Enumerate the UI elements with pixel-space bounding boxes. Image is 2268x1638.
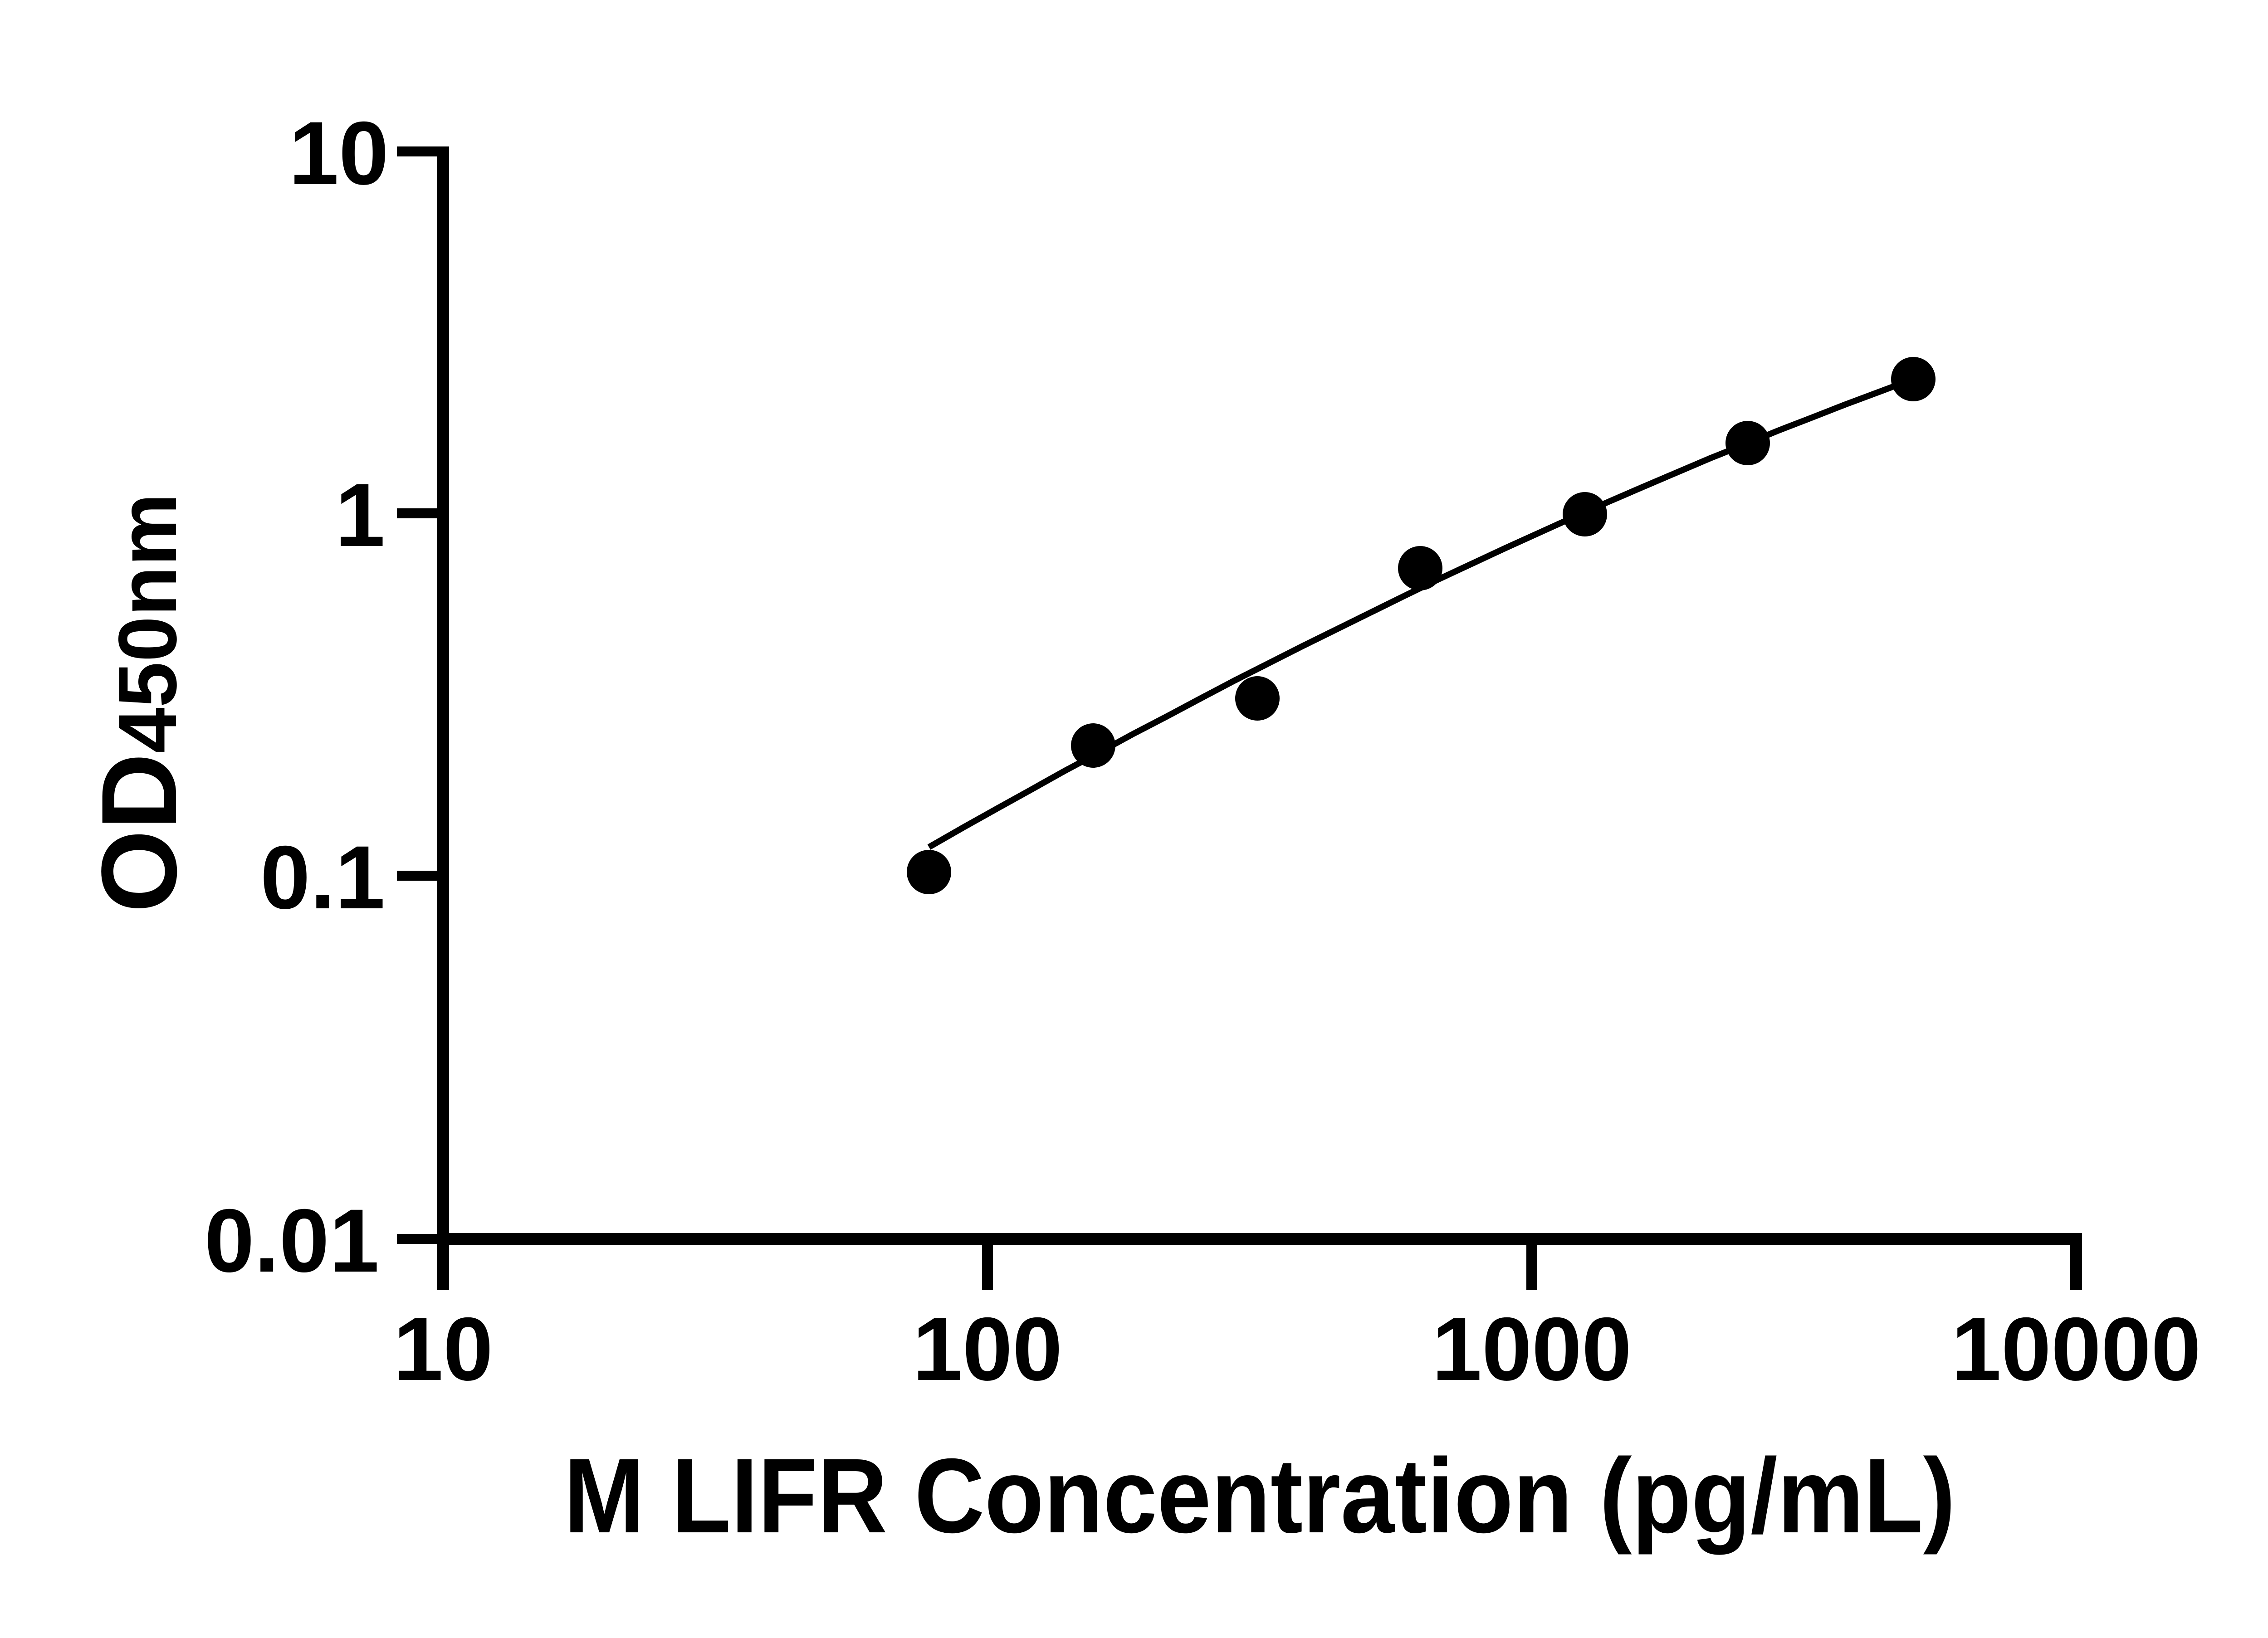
svg-text:1000: 1000 — [1432, 1299, 1632, 1399]
svg-text:M LIFR Concentration (pg/mL): M LIFR Concentration (pg/mL) — [564, 1436, 1955, 1555]
svg-text:OD450nm: OD450nm — [79, 493, 199, 913]
svg-text:10: 10 — [289, 103, 389, 203]
svg-text:1: 1 — [335, 465, 385, 565]
svg-text:10000: 10000 — [1951, 1299, 2201, 1399]
svg-text:0.1: 0.1 — [260, 827, 385, 927]
svg-text:10: 10 — [393, 1299, 493, 1399]
svg-text:100: 100 — [913, 1299, 1062, 1399]
svg-text:0.01: 0.01 — [205, 1190, 379, 1291]
